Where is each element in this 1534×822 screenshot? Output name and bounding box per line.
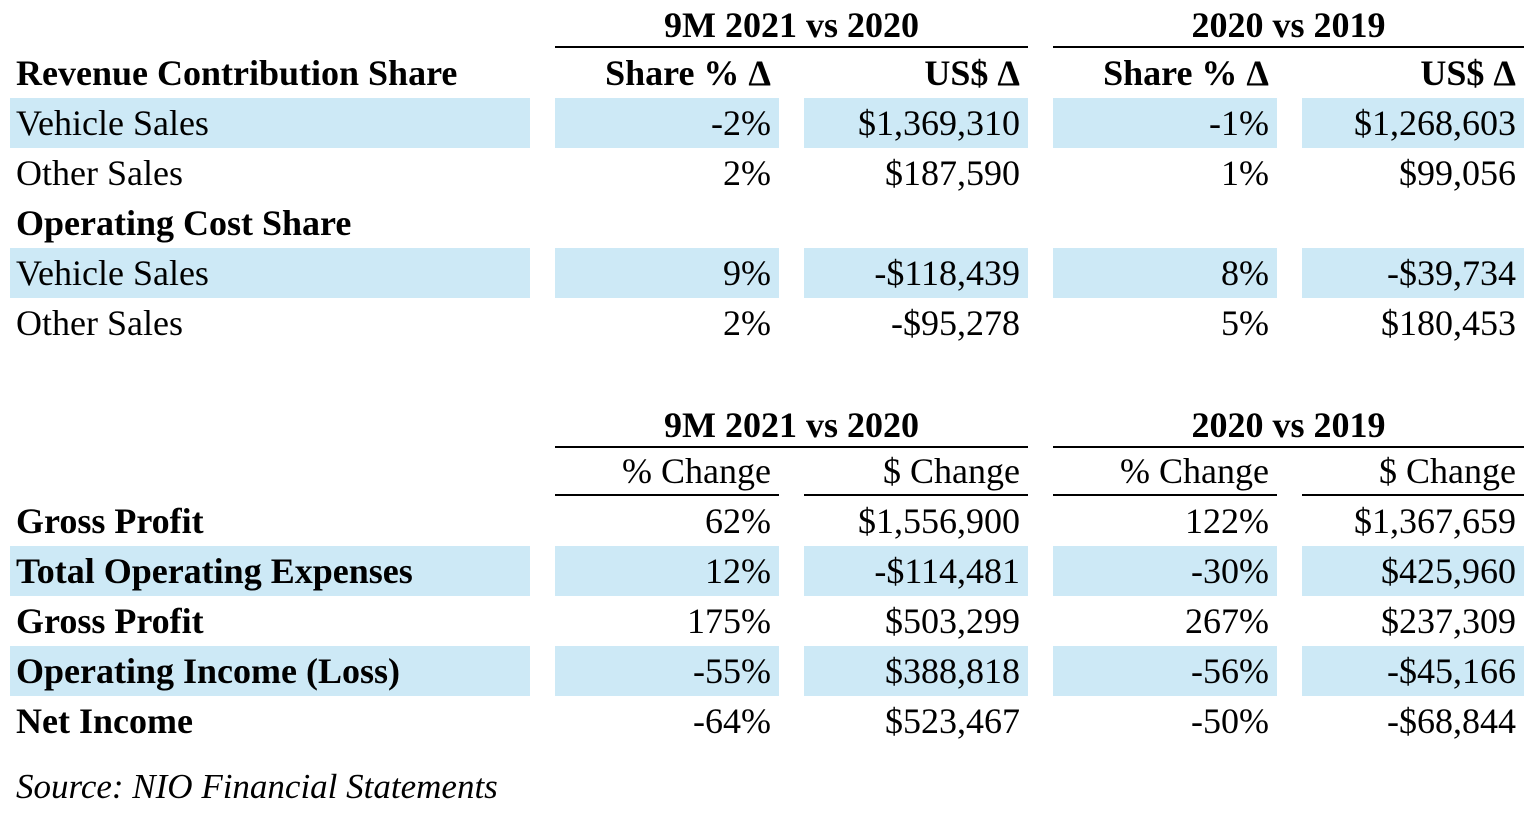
table-cell-value: 62% bbox=[705, 501, 771, 541]
table2-col-header: $ Change bbox=[1302, 448, 1524, 496]
table-cell-value: $180,453 bbox=[1381, 303, 1516, 343]
table1-corner-label: Revenue Contribution Share bbox=[16, 53, 458, 93]
table-cell-empty bbox=[1053, 198, 1277, 248]
table-cell-value: 8% bbox=[1053, 248, 1277, 298]
table1-group-spacer bbox=[10, 4, 530, 48]
table-cell-value: -50% bbox=[1191, 701, 1269, 741]
table-cell-value: 1% bbox=[1221, 153, 1269, 193]
table-cell-value: -$68,844 bbox=[1387, 701, 1516, 741]
table1-col-header: US$ Δ bbox=[924, 53, 1020, 93]
table-cell-value: $503,299 bbox=[885, 601, 1020, 641]
table-cell-value: $1,367,659 bbox=[1354, 501, 1516, 541]
table-cell-value: $99,056 bbox=[1399, 153, 1516, 193]
table-cell-value: 12% bbox=[555, 546, 779, 596]
table-cell-value: -$39,734 bbox=[1302, 248, 1524, 298]
table-cell-value: $523,467 bbox=[885, 701, 1020, 741]
table2-group-spacer bbox=[10, 404, 530, 448]
table2-col-header: $ Change bbox=[804, 448, 1028, 496]
table-cell-value: $1,268,603 bbox=[1302, 98, 1524, 148]
table-cell-value: -56% bbox=[1053, 646, 1277, 696]
table1-col-header: Share % Δ bbox=[605, 53, 771, 93]
table-cell-value: -1% bbox=[1053, 98, 1277, 148]
table-cell-value: 267% bbox=[1185, 601, 1269, 641]
table-cell-empty bbox=[1302, 198, 1524, 248]
table-cell-value: 9% bbox=[555, 248, 779, 298]
table-cell-value: $237,309 bbox=[1381, 601, 1516, 641]
table-cell-empty bbox=[555, 198, 779, 248]
table-cell-value: -64% bbox=[693, 701, 771, 741]
table-cell-value: -$118,439 bbox=[804, 248, 1028, 298]
table-row-label: Vehicle Sales bbox=[10, 248, 530, 298]
table-cell-value: $425,960 bbox=[1302, 546, 1524, 596]
table-cell-value: -30% bbox=[1053, 546, 1277, 596]
table-cell-value: 175% bbox=[687, 601, 771, 641]
table-cell-value: 2% bbox=[723, 153, 771, 193]
table-row-label: Net Income bbox=[16, 701, 193, 741]
source-note: Source: NIO Financial Statements bbox=[16, 767, 498, 806]
table-cell-value: -$45,166 bbox=[1302, 646, 1524, 696]
table-cell-value: $388,818 bbox=[804, 646, 1028, 696]
table2-col-header: % Change bbox=[1053, 448, 1277, 496]
table1-col-header: US$ Δ bbox=[1420, 53, 1516, 93]
table1-group-header-9m2021: 9M 2021 vs 2020 bbox=[555, 4, 1028, 48]
table-row-label: Operating Income (Loss) bbox=[10, 646, 530, 696]
revenue-cost-share-table: 9M 2021 vs 2020 2020 vs 2019 Revenue Con… bbox=[10, 4, 1534, 348]
table-cell-value: 5% bbox=[1221, 303, 1269, 343]
table-cell-value: $1,369,310 bbox=[804, 98, 1028, 148]
table-cell-value: 122% bbox=[1185, 501, 1269, 541]
table-row-label: Vehicle Sales bbox=[10, 98, 530, 148]
table-cell-value: -$114,481 bbox=[804, 546, 1028, 596]
profit-change-table: 9M 2021 vs 2020 2020 vs 2019 % Change $ … bbox=[10, 404, 1534, 746]
table-cell-value: -$95,278 bbox=[891, 303, 1020, 343]
table2-col-header: % Change bbox=[555, 448, 779, 496]
table-row-label: Total Operating Expenses bbox=[10, 546, 530, 596]
table-cell-value: $1,556,900 bbox=[858, 501, 1020, 541]
table1-col-header: Share % Δ bbox=[1103, 53, 1269, 93]
table-row-label: Other Sales bbox=[16, 153, 183, 193]
table2-group-header-2020: 2020 vs 2019 bbox=[1053, 404, 1524, 448]
table-cell-value: -2% bbox=[555, 98, 779, 148]
table-row-label: Gross Profit bbox=[16, 601, 204, 641]
table-section-label: Operating Cost Share bbox=[16, 203, 352, 243]
table-cell-value: 2% bbox=[723, 303, 771, 343]
table-cell-value: $187,590 bbox=[885, 153, 1020, 193]
table1-group-header-2020: 2020 vs 2019 bbox=[1053, 4, 1524, 48]
table-row-label: Other Sales bbox=[16, 303, 183, 343]
table2-group-header-9m2021: 9M 2021 vs 2020 bbox=[555, 404, 1028, 448]
table-row-label: Gross Profit bbox=[16, 501, 204, 541]
table2-corner-label bbox=[10, 448, 530, 496]
table-cell-empty bbox=[804, 198, 1028, 248]
table-cell-value: -55% bbox=[555, 646, 779, 696]
